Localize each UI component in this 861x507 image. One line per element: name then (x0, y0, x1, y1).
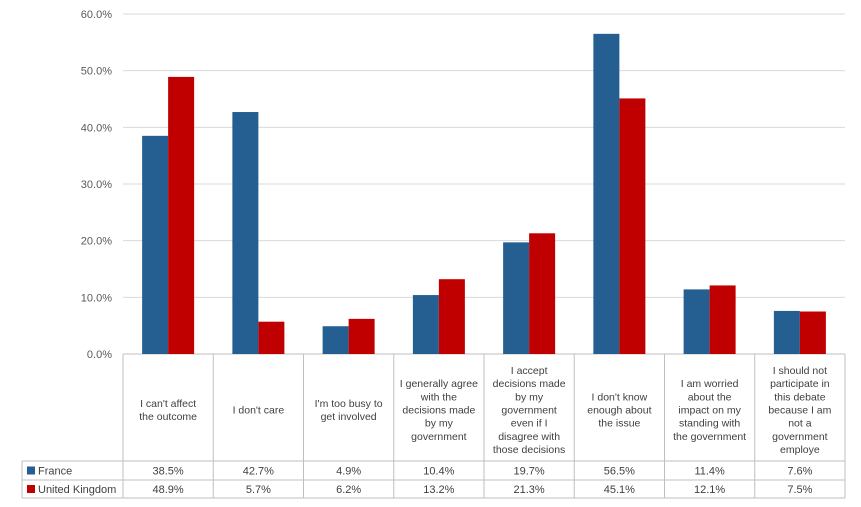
data-table-value: 48.9% (153, 484, 184, 496)
bar-united-kingdom (258, 321, 285, 354)
bar-united-kingdom (348, 318, 375, 354)
y-tick-label: 10.0% (81, 292, 112, 304)
y-axis-tick-labels: 0.0% 10.0% 20.0% 30.0% 40.0% 50.0% 60.0% (81, 9, 112, 361)
y-tick-label: 60.0% (81, 9, 112, 21)
category-label: I am worried about the impact on my standin… (673, 378, 746, 443)
bar-united-kingdom (619, 98, 646, 354)
y-tick-label: 50.0% (81, 66, 112, 78)
y-tick-label: 0.0% (87, 349, 112, 361)
y-tick-label: 40.0% (81, 122, 112, 134)
gridlines (123, 13, 845, 355)
bar-france (683, 289, 710, 354)
data-table-value: 56.5% (604, 466, 635, 478)
bar-united-kingdom (529, 233, 556, 354)
y-tick-label: 30.0% (81, 179, 112, 191)
category-label: I don't care (233, 405, 285, 417)
data-table-value: 45.1% (604, 484, 635, 496)
data-table: I can't affect the outcome I don't care I'm… (21, 354, 846, 499)
bar-france (322, 326, 349, 354)
data-table-value: 19.7% (514, 466, 545, 478)
data-table-value: 38.5% (153, 466, 184, 478)
data-table-value: 7.5% (787, 484, 812, 496)
category-label: I accept decisions made by my government eve… (493, 365, 566, 456)
category-label: I generally agree with the decisions made b… (400, 378, 478, 443)
data-table-value: 42.7% (243, 466, 274, 478)
category-label: I don't know enough about the issue (587, 391, 651, 429)
data-table-value: 6.2% (336, 484, 361, 496)
data-table-value: 12.1% (694, 484, 725, 496)
category-label: I'm too busy to get involved (315, 398, 383, 423)
bar-france (142, 135, 169, 354)
bar-france (412, 295, 439, 354)
y-tick-label: 20.0% (81, 236, 112, 248)
data-table-value: 13.2% (423, 484, 454, 496)
legend-key-united-kingdom (27, 485, 35, 493)
data-table-value: 5.7% (246, 484, 271, 496)
category-label: I should not participate in this debate bec… (768, 365, 831, 456)
bar-france (503, 242, 530, 354)
category-label: I can't affect the outcome (139, 398, 197, 423)
bar-united-kingdom (168, 76, 195, 355)
legend-key-france (27, 466, 35, 475)
bar-united-kingdom (438, 279, 465, 354)
bar-france (593, 33, 620, 354)
legend-label: France (38, 466, 72, 478)
data-table-value: 10.4% (423, 466, 454, 478)
data-table-value: 21.3% (514, 484, 545, 496)
bar-united-kingdom (709, 285, 736, 354)
bar-united-kingdom (799, 311, 826, 354)
data-table-value: 11.4% (694, 466, 725, 478)
data-table-value: 4.9% (336, 466, 361, 478)
bar-france (232, 112, 259, 355)
bars (142, 33, 826, 355)
data-table-value: 7.6% (787, 466, 812, 478)
legend-label: United Kingdom (38, 484, 116, 496)
bar-france (773, 310, 800, 354)
